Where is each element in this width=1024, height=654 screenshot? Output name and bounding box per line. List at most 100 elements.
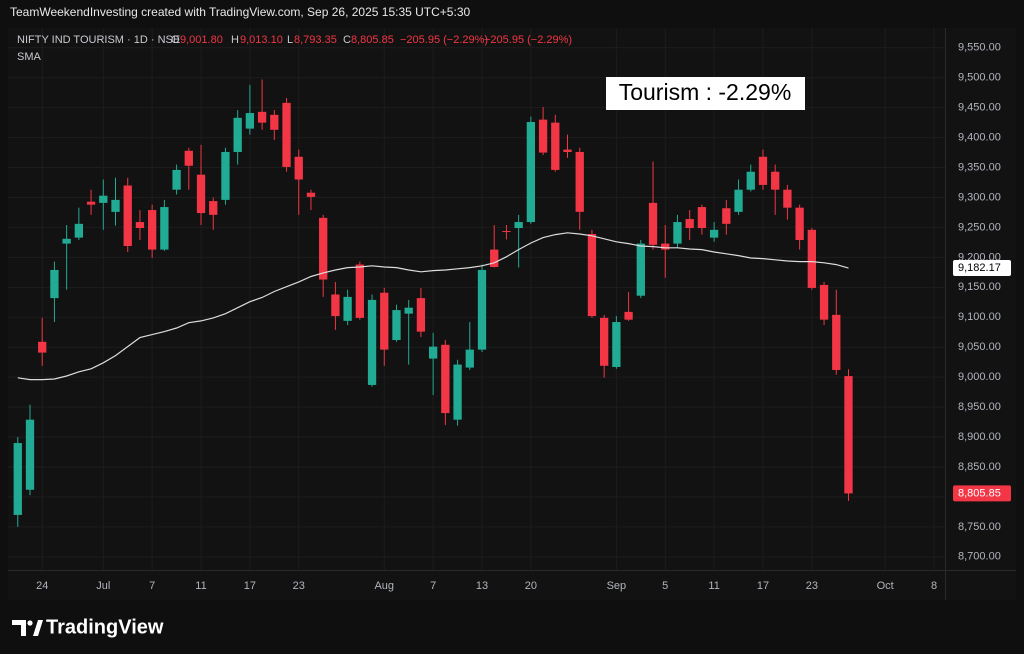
candle-body (50, 269, 59, 299)
candle-body (697, 207, 707, 229)
candle-body (551, 122, 560, 170)
candle-body (416, 298, 426, 332)
candle-body (587, 234, 597, 317)
plot (13, 79, 853, 527)
y-tick-label: 9,400.00 (958, 132, 1001, 144)
candle-body (600, 317, 609, 366)
y-tick-label: 9,350.00 (958, 161, 1001, 173)
sma-price-label: 9,182.17 (958, 262, 1001, 274)
candle-body (245, 113, 255, 129)
candle-body (306, 192, 316, 197)
logo: TradingView (46, 616, 164, 638)
legend-high: 9,013.10 (240, 34, 283, 46)
legend-low-label: L (287, 34, 293, 46)
candle-body (62, 238, 71, 244)
candle-body (612, 322, 621, 367)
x-tick-label: Oct (877, 580, 894, 592)
candle-body (319, 217, 328, 280)
candle-body (477, 269, 487, 350)
candle-body (758, 156, 768, 185)
x-tick-label: 7 (149, 580, 155, 592)
y-tick-label: 9,450.00 (958, 102, 1001, 114)
candle-body (355, 264, 364, 318)
legend-symbol: NIFTY IND TOURISM · 1D · NSE (17, 34, 180, 46)
x-tick-label: 17 (757, 580, 769, 592)
candle-body (722, 208, 731, 224)
candle-body (734, 189, 743, 212)
legend-low: 8,793.35 (294, 34, 337, 46)
x-tick-label: 23 (293, 580, 305, 592)
candle-body (575, 151, 584, 212)
candle-body (392, 310, 401, 341)
sma-price-tag (953, 260, 1011, 277)
y-tick-label: 8,850.00 (958, 461, 1001, 473)
sma-line (17, 232, 849, 381)
x-tick-label: 8 (931, 580, 937, 592)
x-tick-label: 11 (195, 580, 206, 592)
close-price-tag (953, 485, 1011, 502)
legend-change-percent: −205.95 (−2.29%) (484, 34, 572, 46)
candle-body (819, 284, 829, 320)
y-tick-label: 9,500.00 (958, 72, 1001, 84)
grid (8, 28, 945, 570)
candle-body (294, 156, 303, 180)
y-tick-label: 8,700.00 (958, 551, 1001, 563)
candle-body (795, 207, 804, 241)
candle-body (184, 150, 193, 166)
candle-body (172, 169, 181, 190)
x-tick-label: 5 (662, 580, 668, 592)
candle-body (209, 201, 218, 215)
candle-body (367, 299, 377, 385)
x-tick-label: 24 (36, 580, 48, 592)
y-tick-label: 9,150.00 (958, 281, 1001, 293)
candle-body (99, 195, 108, 203)
candle-body (282, 102, 291, 167)
y-tick-label: 9,550.00 (958, 42, 1001, 54)
x-tick-label: 17 (244, 580, 256, 592)
candle-body (135, 222, 145, 229)
legend-high-label: H (231, 34, 239, 46)
candle-body (428, 346, 438, 359)
chart-background (8, 28, 1016, 600)
candle-body (661, 243, 670, 250)
header: TeamWeekendInvesting created with Tradin… (10, 5, 470, 19)
y-tick-label: 8,750.00 (958, 521, 1001, 533)
candle-body (563, 149, 572, 152)
candle-body (380, 292, 389, 350)
y-tick-label: 9,000.00 (958, 371, 1001, 383)
candle-body (502, 231, 511, 233)
x-tick-label: Aug (374, 580, 394, 592)
legend-open-label: O (171, 34, 180, 46)
x-tick-label: 11 (708, 580, 719, 592)
candle-body (441, 344, 450, 414)
candle-body (25, 419, 35, 490)
candle-body (123, 185, 132, 246)
candle-body (270, 114, 279, 130)
candle-body (746, 171, 755, 190)
candle-body (844, 376, 853, 494)
y-tick-label: 9,050.00 (958, 341, 1001, 353)
candle-body (807, 229, 816, 288)
legend-close-label: C (343, 34, 351, 46)
x-tick-label: 20 (525, 580, 537, 592)
logo-icon (12, 620, 43, 636)
candle-body (86, 201, 96, 205)
y-tick-label: 9,100.00 (958, 311, 1001, 323)
y-tick-label: 8,900.00 (958, 431, 1001, 443)
candle-body (343, 296, 352, 321)
candle-body (514, 222, 523, 229)
candle-body (709, 229, 719, 238)
y-tick-label: 9,250.00 (958, 221, 1001, 233)
legend-close: 8,805.85 (351, 34, 394, 46)
candle-body (685, 219, 694, 229)
candle-body (636, 243, 645, 296)
legend-indicator: SMA (17, 51, 42, 63)
candle-body (38, 341, 47, 353)
x-tick-label: Sep (607, 580, 627, 592)
close-price-label: 8,805.85 (958, 487, 1001, 499)
y-tick-label: 9,300.00 (958, 191, 1001, 203)
candle-body (74, 223, 84, 238)
legend-change: −205.95 (−2.29%) (400, 34, 488, 46)
candle-body (404, 307, 413, 314)
